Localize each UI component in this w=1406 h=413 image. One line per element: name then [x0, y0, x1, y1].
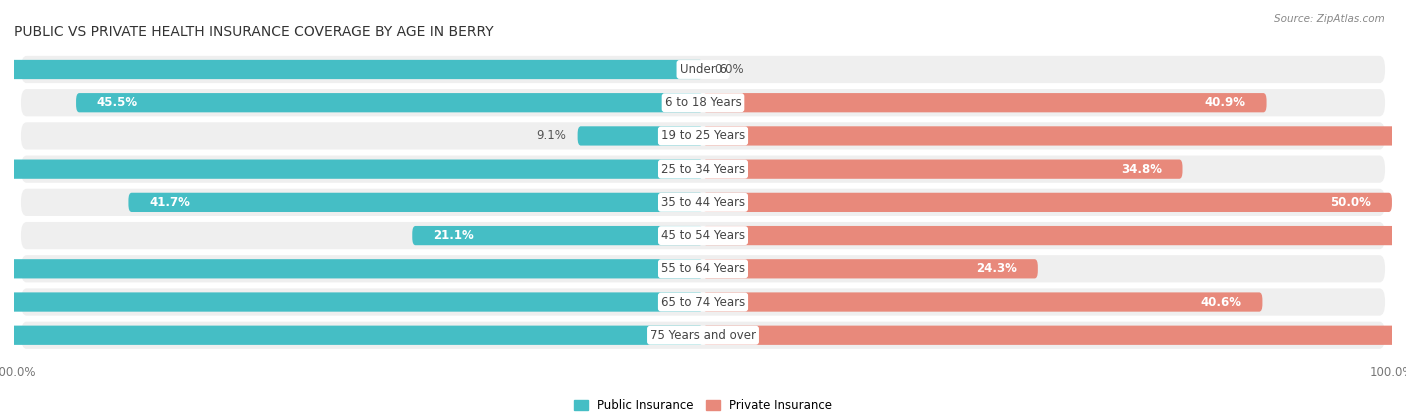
Text: 45 to 54 Years: 45 to 54 Years: [661, 229, 745, 242]
Text: 25 to 34 Years: 25 to 34 Years: [661, 163, 745, 176]
Text: Source: ZipAtlas.com: Source: ZipAtlas.com: [1274, 14, 1385, 24]
FancyBboxPatch shape: [0, 60, 703, 79]
FancyBboxPatch shape: [21, 222, 1385, 249]
FancyBboxPatch shape: [21, 122, 1385, 150]
Text: 19 to 25 Years: 19 to 25 Years: [661, 129, 745, 142]
Text: 40.9%: 40.9%: [1205, 96, 1246, 109]
Text: 65 to 74 Years: 65 to 74 Years: [661, 296, 745, 309]
Text: 41.7%: 41.7%: [149, 196, 190, 209]
FancyBboxPatch shape: [21, 156, 1385, 183]
Text: 50.0%: 50.0%: [1330, 196, 1371, 209]
Text: 40.6%: 40.6%: [1201, 296, 1241, 309]
FancyBboxPatch shape: [703, 259, 1038, 278]
FancyBboxPatch shape: [703, 325, 1406, 345]
Text: Under 6: Under 6: [679, 63, 727, 76]
FancyBboxPatch shape: [21, 322, 1385, 349]
Text: 21.1%: 21.1%: [433, 229, 474, 242]
FancyBboxPatch shape: [21, 255, 1385, 282]
FancyBboxPatch shape: [0, 325, 703, 345]
FancyBboxPatch shape: [703, 226, 1406, 245]
FancyBboxPatch shape: [703, 126, 1406, 145]
FancyBboxPatch shape: [21, 56, 1385, 83]
Text: 35 to 44 Years: 35 to 44 Years: [661, 196, 745, 209]
FancyBboxPatch shape: [703, 93, 1267, 112]
FancyBboxPatch shape: [21, 189, 1385, 216]
FancyBboxPatch shape: [703, 292, 1263, 312]
FancyBboxPatch shape: [412, 226, 703, 245]
Text: 9.1%: 9.1%: [537, 129, 567, 142]
Text: 0.0%: 0.0%: [714, 63, 744, 76]
Text: 55 to 64 Years: 55 to 64 Years: [661, 262, 745, 275]
FancyBboxPatch shape: [703, 159, 1182, 179]
FancyBboxPatch shape: [578, 126, 703, 145]
Text: PUBLIC VS PRIVATE HEALTH INSURANCE COVERAGE BY AGE IN BERRY: PUBLIC VS PRIVATE HEALTH INSURANCE COVER…: [14, 25, 494, 39]
FancyBboxPatch shape: [703, 193, 1392, 212]
Legend: Public Insurance, Private Insurance: Public Insurance, Private Insurance: [569, 394, 837, 413]
FancyBboxPatch shape: [0, 259, 703, 278]
FancyBboxPatch shape: [21, 89, 1385, 116]
FancyBboxPatch shape: [76, 93, 703, 112]
Text: 24.3%: 24.3%: [976, 262, 1017, 275]
FancyBboxPatch shape: [128, 193, 703, 212]
Text: 34.8%: 34.8%: [1121, 163, 1161, 176]
Text: 54.6%: 54.6%: [1393, 129, 1406, 142]
FancyBboxPatch shape: [0, 159, 703, 179]
Text: 6 to 18 Years: 6 to 18 Years: [665, 96, 741, 109]
Text: 45.5%: 45.5%: [97, 96, 138, 109]
FancyBboxPatch shape: [21, 288, 1385, 316]
Text: 75 Years and over: 75 Years and over: [650, 329, 756, 342]
FancyBboxPatch shape: [0, 292, 703, 312]
